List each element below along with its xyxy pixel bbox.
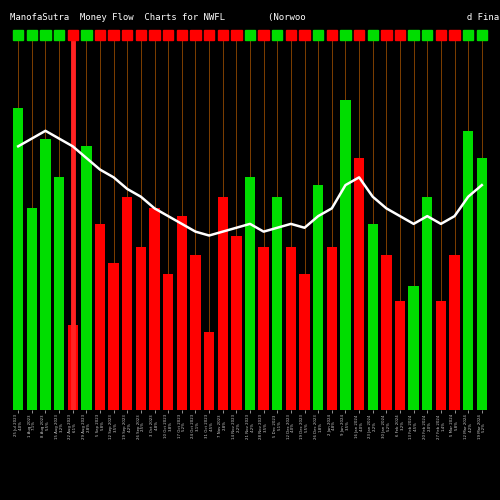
Bar bbox=[422, 196, 432, 410]
Bar bbox=[68, 30, 78, 40]
Bar bbox=[368, 30, 378, 40]
Bar bbox=[340, 30, 350, 40]
Bar bbox=[340, 100, 350, 410]
Bar bbox=[326, 247, 337, 410]
Text: ManofaSutra  Money Flow  Charts for NWFL        (Norwoo                         : ManofaSutra Money Flow Charts for NWFL (… bbox=[10, 14, 500, 22]
Bar bbox=[150, 208, 160, 410]
Bar bbox=[218, 30, 228, 40]
Bar bbox=[300, 274, 310, 410]
Bar bbox=[326, 30, 337, 40]
Bar bbox=[218, 196, 228, 410]
Bar bbox=[245, 178, 255, 410]
Bar bbox=[272, 196, 282, 410]
Bar bbox=[368, 224, 378, 410]
Bar bbox=[95, 224, 105, 410]
Bar bbox=[436, 302, 446, 410]
Bar bbox=[354, 30, 364, 40]
Bar bbox=[476, 158, 487, 410]
Bar bbox=[300, 30, 310, 40]
Bar bbox=[40, 138, 50, 410]
Bar bbox=[381, 30, 392, 40]
Bar bbox=[150, 30, 160, 40]
Bar bbox=[204, 332, 214, 410]
Bar bbox=[450, 255, 460, 410]
Bar bbox=[450, 30, 460, 40]
Bar bbox=[395, 302, 405, 410]
Bar bbox=[354, 158, 364, 410]
Bar bbox=[231, 236, 241, 410]
Bar bbox=[245, 30, 255, 40]
Bar bbox=[258, 247, 269, 410]
Bar bbox=[81, 30, 92, 40]
Bar bbox=[381, 255, 392, 410]
Bar bbox=[231, 30, 241, 40]
Bar bbox=[286, 247, 296, 410]
Bar bbox=[204, 30, 214, 40]
Bar bbox=[463, 131, 473, 410]
Bar bbox=[258, 30, 269, 40]
Bar bbox=[272, 30, 282, 40]
Bar bbox=[136, 247, 146, 410]
Bar bbox=[408, 30, 419, 40]
Bar bbox=[13, 30, 24, 40]
Bar bbox=[95, 30, 105, 40]
Bar bbox=[54, 30, 64, 40]
Bar bbox=[108, 30, 119, 40]
Bar bbox=[122, 196, 132, 410]
Bar bbox=[395, 30, 405, 40]
Bar bbox=[13, 108, 24, 410]
Bar bbox=[176, 30, 187, 40]
Bar bbox=[136, 30, 146, 40]
Bar bbox=[286, 30, 296, 40]
Bar bbox=[408, 286, 419, 410]
Bar bbox=[54, 178, 64, 410]
Bar bbox=[108, 262, 119, 410]
Bar bbox=[176, 216, 187, 410]
Bar bbox=[163, 30, 173, 40]
Bar bbox=[26, 30, 37, 40]
Bar bbox=[163, 274, 173, 410]
Bar bbox=[81, 146, 92, 410]
Bar bbox=[463, 30, 473, 40]
Bar bbox=[190, 30, 200, 40]
Bar bbox=[40, 30, 50, 40]
Bar bbox=[313, 185, 324, 410]
Bar bbox=[422, 30, 432, 40]
Bar bbox=[476, 30, 487, 40]
Bar bbox=[26, 208, 37, 410]
Bar bbox=[436, 30, 446, 40]
Bar bbox=[190, 255, 200, 410]
Bar bbox=[313, 30, 324, 40]
Bar bbox=[122, 30, 132, 40]
Bar bbox=[68, 324, 78, 410]
